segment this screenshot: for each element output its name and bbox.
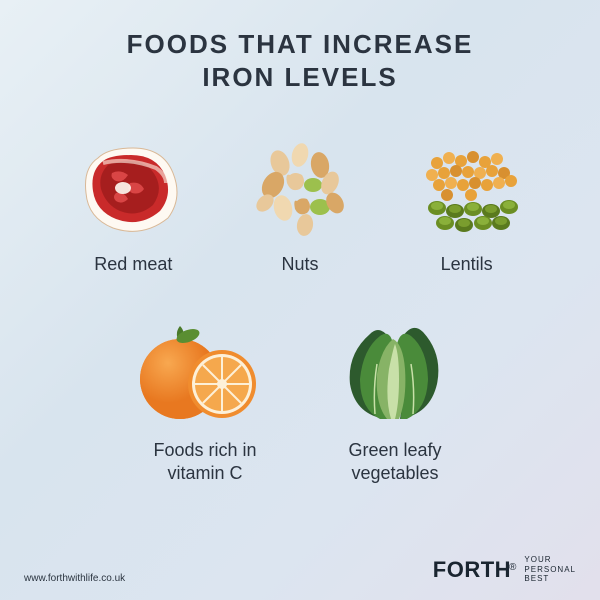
label-vitamin-c: Foods rich in vitamin C xyxy=(153,439,256,485)
item-red-meat: Red meat xyxy=(50,123,217,299)
orange-icon xyxy=(130,309,280,439)
brand-tagline: YOUR PERSONAL BEST xyxy=(524,555,576,584)
title-line-1: FOODS THAT INCREASE xyxy=(0,28,600,61)
label-lentils: Lentils xyxy=(441,253,493,299)
footer-url: www.forthwithlife.co.uk xyxy=(24,573,125,584)
food-grid-row-2: Foods rich in vitamin C Green leafy vege… xyxy=(0,299,600,485)
food-grid-row-1: Red meat Nuts xyxy=(0,93,600,299)
brand-registered: ® xyxy=(509,562,516,573)
item-green-leafy: Green leafy vegetables xyxy=(300,309,490,485)
label-red-meat: Red meat xyxy=(94,253,172,299)
lettuce-icon xyxy=(320,309,470,439)
brand-name: FORTH xyxy=(433,557,511,582)
title-line-2: IRON LEVELS xyxy=(0,61,600,94)
item-vitamin-c: Foods rich in vitamin C xyxy=(110,309,300,485)
label-nuts: Nuts xyxy=(281,253,318,299)
item-nuts: Nuts xyxy=(217,123,384,299)
page-title: FOODS THAT INCREASE IRON LEVELS xyxy=(0,0,600,93)
nuts-icon xyxy=(225,123,375,253)
lentils-icon xyxy=(392,123,542,253)
brand-block: FORTH® YOUR PERSONAL BEST xyxy=(433,555,576,584)
red-meat-icon xyxy=(58,123,208,253)
footer: www.forthwithlife.co.uk FORTH® YOUR PERS… xyxy=(0,555,600,584)
item-lentils: Lentils xyxy=(383,123,550,299)
label-green-leafy: Green leafy vegetables xyxy=(348,439,441,485)
orange-lentils xyxy=(426,151,517,201)
green-lentils xyxy=(428,200,518,232)
